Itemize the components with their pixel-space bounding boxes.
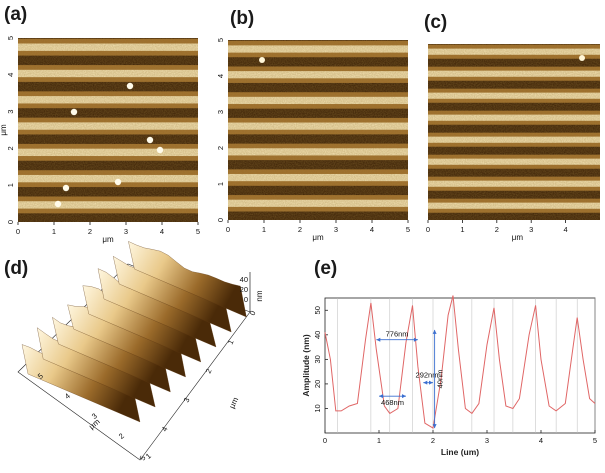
panel-label-b: (b) — [230, 8, 254, 29]
afm-particle — [156, 146, 164, 154]
z-tick-label: 0 — [244, 295, 248, 304]
panel-label-a: (a) — [4, 4, 27, 25]
depth-tick-label: 5 — [138, 454, 148, 462]
profile-line — [324, 295, 596, 429]
afm-particle — [579, 55, 585, 61]
x-tick-label: 1 — [52, 227, 56, 236]
width-tick-label: 3 — [90, 411, 99, 421]
panel-label-e: (e) — [314, 258, 337, 279]
arrow-head — [376, 337, 381, 342]
arrow-head — [432, 424, 437, 429]
panel-label-c: (c) — [424, 12, 447, 33]
x-tick-label: 3 — [529, 225, 533, 234]
arrow-head — [413, 337, 418, 342]
x-tick-label: 4 — [539, 436, 543, 445]
y-tick-label: 40 — [313, 331, 322, 339]
y-tick-label: 30 — [313, 355, 322, 363]
y-tick-label: 2 — [216, 146, 225, 150]
afm-texture — [18, 38, 198, 222]
x-tick-label: 0 — [226, 225, 230, 234]
x-tick-label: 2 — [88, 227, 92, 236]
surface-ridge — [128, 241, 247, 318]
afm-particle — [146, 136, 154, 144]
y-tick-label: 5 — [216, 38, 225, 42]
y-tick-label: 0 — [216, 218, 225, 222]
x-tick-label: 0 — [323, 436, 327, 445]
width-tick-label: 1 — [144, 451, 153, 461]
afm-particle — [54, 200, 62, 208]
y-tick-label: 5 — [6, 36, 15, 40]
afm-particle — [114, 178, 122, 186]
x-unit-label: μm — [512, 233, 524, 242]
x-tick-label: 3 — [485, 436, 489, 445]
annotation-label: 292nm — [416, 371, 439, 380]
width-tick-label: 2 — [117, 431, 126, 441]
y-tick-label: 1 — [6, 183, 15, 187]
annotation-label: 40nm — [436, 370, 445, 389]
x-axis-label: Line (um) — [441, 447, 479, 457]
arrow-head — [423, 380, 428, 385]
y-tick-label: 50 — [313, 306, 322, 314]
x-tick-label: 1 — [262, 225, 266, 234]
annotation-label: 776nm — [386, 330, 409, 339]
x-tick-label: 0 — [16, 227, 20, 236]
x-tick-label: 2 — [298, 225, 302, 234]
y-tick-label: 2 — [6, 146, 15, 150]
depth-tick-label: 1 — [226, 338, 236, 346]
afm-texture — [228, 40, 408, 220]
depth-tick-label: 0 — [248, 309, 258, 317]
x-unit-label: μm — [102, 235, 114, 244]
panel-label-d: (d) — [4, 258, 28, 279]
x-tick-label: 2 — [495, 225, 499, 234]
afm-particle — [259, 57, 265, 63]
width-tick-label: 4 — [63, 391, 72, 401]
x-tick-label: 3 — [124, 227, 128, 236]
x-tick-label: 5 — [406, 225, 410, 234]
x-unit-label: μm — [312, 233, 324, 242]
afm-image-a: 0 1 2 3 4 5 μm 0 1 2 3 4 5 μm — [0, 36, 200, 244]
annotation-label: 468nm — [381, 398, 404, 407]
line-profile-chart: 0 1 2 3 4 5 10 20 30 40 50 Line (um) Amplitude (nm) 7… — [301, 295, 597, 457]
y-tick-label: 0 — [6, 220, 15, 224]
z-tick-label: 40 — [240, 275, 248, 284]
x-tick-label: 4 — [564, 225, 568, 234]
y-tick-label: 4 — [216, 74, 225, 78]
x-tick-label: 4 — [160, 227, 164, 236]
y-tick-label: 20 — [313, 380, 322, 388]
y-tick-label: 3 — [6, 110, 15, 114]
arrow-head — [379, 394, 383, 399]
afm-texture — [428, 44, 600, 220]
z-tick-label: 20 — [240, 285, 248, 294]
depth-unit-label: μm — [227, 396, 240, 410]
afm-image-b: 0 1 2 3 4 5 μm 0 1 2 3 4 5 — [216, 38, 410, 242]
afm-particle — [70, 108, 78, 116]
arrow-head — [432, 329, 437, 334]
y-unit-label: μm — [0, 124, 8, 136]
depth-tick-label: 2 — [204, 367, 214, 375]
afm-particle — [62, 184, 70, 192]
y-tick-label: 10 — [313, 404, 322, 412]
x-tick-label: 4 — [370, 225, 374, 234]
y-axis-label: Amplitude (nm) — [301, 334, 311, 396]
y-tick-label: 3 — [216, 110, 225, 114]
x-tick-label: 5 — [593, 436, 597, 445]
y-tick-label: 4 — [6, 73, 15, 77]
x-tick-label: 3 — [334, 225, 338, 234]
x-tick-label: 1 — [460, 225, 464, 234]
depth-tick-label: 3 — [182, 396, 192, 404]
afm-particle — [126, 82, 134, 90]
depth-tick-label: 4 — [160, 425, 170, 433]
width-tick-label: 5 — [36, 371, 45, 381]
x-tick-label: 5 — [196, 227, 200, 236]
arrow-head — [429, 380, 433, 385]
x-tick-label: 1 — [377, 436, 381, 445]
x-tick-label: 2 — [431, 436, 435, 445]
z-unit-label: nm — [255, 290, 264, 301]
arrow-head — [402, 394, 406, 399]
afm-image-c: 0 1 2 3 4 μm — [426, 44, 600, 242]
y-tick-label: 1 — [216, 182, 225, 186]
x-tick-label: 0 — [426, 225, 430, 234]
